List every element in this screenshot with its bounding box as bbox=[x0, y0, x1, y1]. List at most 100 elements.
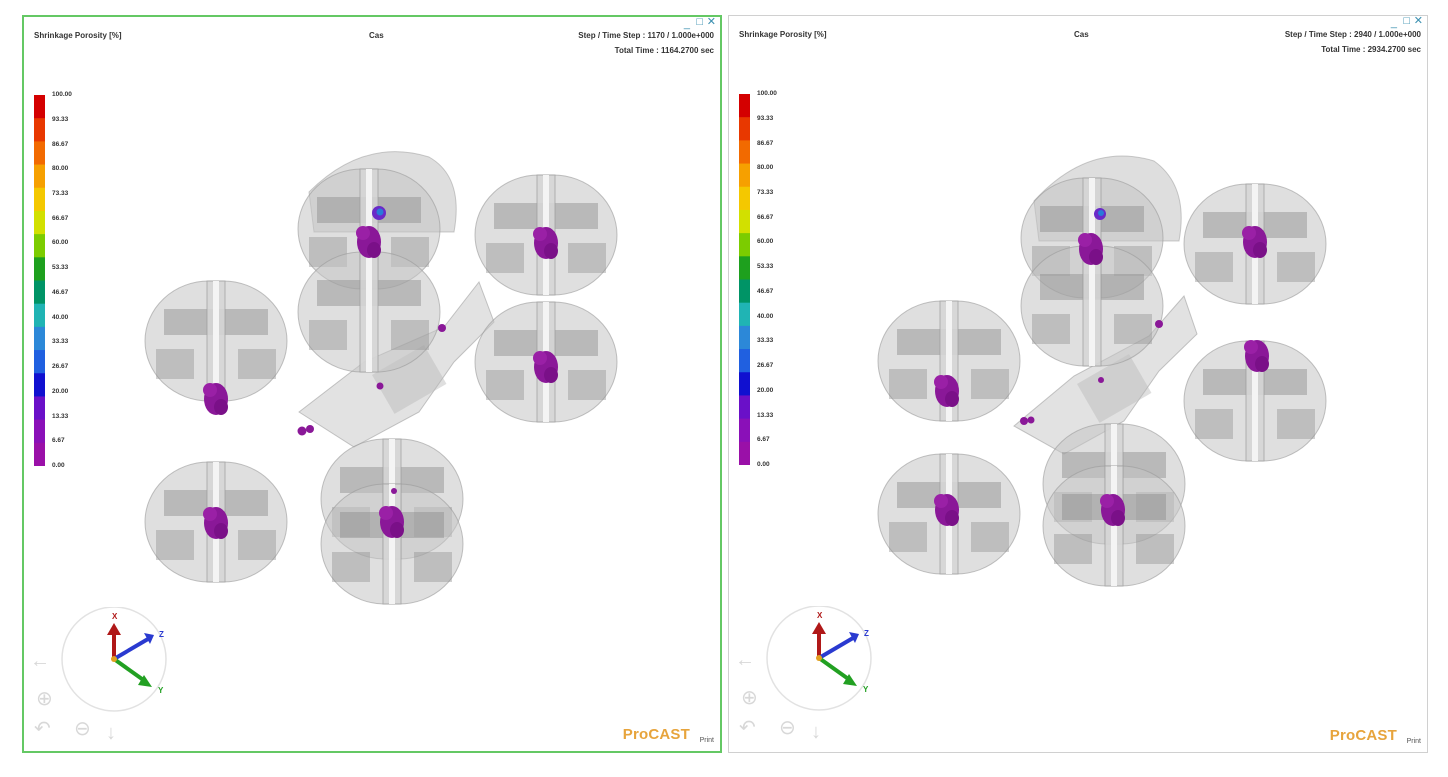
maximize-icon[interactable]: □ bbox=[1403, 15, 1410, 27]
scale-tick-label: 26.67 bbox=[757, 362, 774, 370]
scale-color-segment bbox=[34, 164, 45, 189]
scale-color-segment bbox=[739, 233, 750, 257]
case-name-label: Cas bbox=[369, 31, 384, 40]
scale-color-segment bbox=[739, 395, 750, 420]
case-name-label: Cas bbox=[1074, 30, 1089, 39]
scale-tick-label: 6.67 bbox=[52, 437, 65, 445]
scale-color-segment bbox=[34, 141, 45, 166]
scale-color-segment bbox=[34, 419, 45, 444]
procast-logo: ProCAST bbox=[622, 726, 690, 743]
scale-tick-label: 33.33 bbox=[757, 337, 774, 345]
minimize-icon[interactable]: _ bbox=[683, 18, 690, 30]
scale-tick-label: 0.00 bbox=[757, 461, 770, 468]
rotate-icon[interactable]: ↶ bbox=[34, 718, 51, 740]
arrow-down-icon[interactable]: ↓ bbox=[811, 721, 821, 743]
scale-tick-label: 73.33 bbox=[52, 189, 69, 197]
scale-color-segment bbox=[739, 256, 750, 280]
scale-tick-label: 100.00 bbox=[757, 90, 777, 97]
zoom-in-icon[interactable]: ⊕ bbox=[741, 687, 758, 709]
scale-color-segment bbox=[739, 186, 750, 211]
color-scale-bar bbox=[34, 95, 45, 466]
scale-tick-label: 33.33 bbox=[52, 338, 69, 346]
casting-3d-view[interactable] bbox=[729, 16, 1429, 754]
scale-color-segment bbox=[34, 326, 45, 351]
rotate-icon[interactable]: ↶ bbox=[739, 717, 756, 739]
scale-color-segment bbox=[739, 325, 750, 350]
scale-tick-label: 80.00 bbox=[52, 165, 69, 173]
scale-tick-label: 20.00 bbox=[52, 387, 69, 395]
viewport-right[interactable]: Shrinkage Porosity [%] Cas Step / Time S… bbox=[728, 15, 1428, 753]
scale-color-segment bbox=[34, 303, 45, 328]
scale-tick-label: 93.33 bbox=[52, 115, 69, 123]
arrow-down-icon[interactable]: ↓ bbox=[106, 722, 116, 744]
maximize-icon[interactable]: □ bbox=[696, 16, 703, 28]
axis-triad: X Z Y bbox=[766, 606, 872, 711]
casting-3d-view[interactable] bbox=[24, 17, 724, 755]
scale-color-segment bbox=[34, 280, 45, 305]
scale-color-segment bbox=[739, 349, 750, 373]
scale-color-segment bbox=[739, 279, 750, 304]
triad-y-label: Y bbox=[863, 685, 869, 694]
zoom-in-icon[interactable]: ⊕ bbox=[36, 688, 53, 710]
step-info-label: Step / Time Step : 1170 / 1.000e+000 bbox=[578, 31, 714, 40]
zoom-out-icon[interactable]: ⊖ bbox=[779, 717, 796, 739]
scale-color-segment bbox=[34, 95, 45, 119]
scale-color-segment bbox=[34, 210, 45, 235]
triad-y-label: Y bbox=[158, 686, 164, 695]
scale-tick-label: 40.00 bbox=[52, 313, 69, 321]
scale-tick-label: 53.33 bbox=[757, 263, 774, 271]
scale-color-segment bbox=[739, 441, 750, 465]
color-scale-bar bbox=[739, 94, 750, 465]
result-quantity-label: Shrinkage Porosity [%] bbox=[739, 30, 827, 39]
scale-tick-label: 46.67 bbox=[757, 287, 774, 295]
axis-triad: X Z Y bbox=[61, 607, 167, 712]
triad-z-label: Z bbox=[159, 630, 164, 639]
scale-tick-label: 100.00 bbox=[52, 91, 72, 98]
scale-color-segment bbox=[739, 94, 750, 118]
scale-color-segment bbox=[739, 302, 750, 327]
arrow-left-icon[interactable]: ← bbox=[735, 649, 755, 671]
scale-tick-label: 86.67 bbox=[52, 140, 69, 148]
triad-x-label: X bbox=[112, 612, 118, 621]
scale-color-segment bbox=[34, 396, 45, 421]
scale-color-segment bbox=[739, 209, 750, 234]
scale-color-segment bbox=[739, 117, 750, 141]
close-icon[interactable]: ✕ bbox=[706, 16, 716, 28]
scale-tick-label: 6.67 bbox=[757, 436, 770, 444]
step-info-label: Step / Time Step : 2940 / 1.000e+000 bbox=[1284, 30, 1421, 39]
scale-color-segment bbox=[34, 257, 45, 281]
scale-tick-label: 80.00 bbox=[757, 164, 774, 172]
total-time-label: Total Time : 2934.2700 sec bbox=[1321, 45, 1421, 54]
scale-tick-label: 66.67 bbox=[52, 214, 69, 222]
scale-tick-label: 60.00 bbox=[52, 239, 69, 247]
scale-color-segment bbox=[739, 418, 750, 443]
porosity-regions bbox=[934, 208, 1269, 526]
scale-color-segment bbox=[34, 118, 45, 142]
scale-color-segment bbox=[739, 140, 750, 165]
arrow-left-icon[interactable]: ← bbox=[30, 650, 50, 672]
result-quantity-label: Shrinkage Porosity [%] bbox=[34, 31, 122, 40]
zoom-out-icon[interactable]: ⊖ bbox=[74, 718, 91, 740]
triad-z-label: Z bbox=[864, 629, 869, 638]
scale-tick-label: 26.67 bbox=[52, 363, 69, 371]
scale-tick-label: 73.33 bbox=[757, 188, 774, 196]
minimize-icon[interactable]: _ bbox=[1390, 17, 1397, 29]
porosity-regions bbox=[203, 206, 558, 539]
procast-logo: ProCAST bbox=[1329, 727, 1397, 744]
scale-tick-label: 86.67 bbox=[757, 139, 774, 147]
scale-color-segment bbox=[739, 372, 750, 396]
scale-color-segment bbox=[34, 373, 45, 397]
scale-color-segment bbox=[34, 234, 45, 258]
print-label: Print bbox=[699, 737, 714, 744]
viewport-left[interactable]: Shrinkage Porosity [%] Cas Step / Time S… bbox=[22, 15, 722, 753]
scale-tick-label: 13.33 bbox=[52, 412, 69, 420]
scale-tick-label: 40.00 bbox=[757, 312, 774, 320]
close-icon[interactable]: ✕ bbox=[1413, 15, 1423, 27]
scale-tick-label: 20.00 bbox=[757, 386, 774, 394]
scale-tick-label: 0.00 bbox=[52, 462, 65, 469]
scale-color-segment bbox=[34, 187, 45, 212]
scale-tick-label: 13.33 bbox=[757, 411, 774, 419]
scale-tick-label: 53.33 bbox=[52, 264, 69, 272]
total-time-label: Total Time : 1164.2700 sec bbox=[614, 46, 714, 55]
scale-tick-label: 46.67 bbox=[52, 288, 69, 296]
